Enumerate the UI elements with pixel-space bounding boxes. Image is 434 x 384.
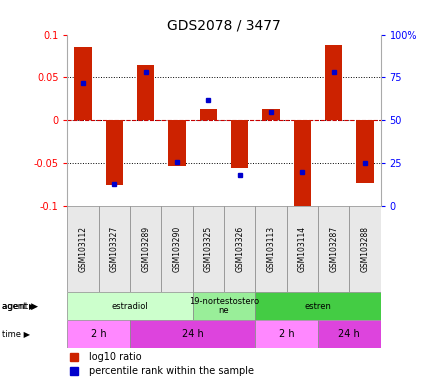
Bar [192,292,255,320]
Text: GSM103326: GSM103326 [235,226,243,272]
Bar [286,206,317,292]
Text: estren: estren [304,301,331,311]
Bar [224,206,255,292]
Text: agent ▶: agent ▶ [2,301,38,311]
Bar [137,65,154,121]
Text: GSM103287: GSM103287 [329,226,337,272]
Text: 24 h: 24 h [338,329,359,339]
Bar [255,292,380,320]
Text: percentile rank within the sample: percentile rank within the sample [89,366,254,376]
Text: GSM103325: GSM103325 [204,226,212,272]
Bar [355,121,373,183]
Bar [262,109,279,121]
Bar [67,292,192,320]
Bar [317,206,349,292]
Bar [192,206,224,292]
Bar [293,121,310,210]
Bar [130,320,255,348]
Bar [74,48,92,121]
Bar [130,206,161,292]
Text: 24 h: 24 h [181,329,203,339]
Bar [230,121,248,168]
Bar [105,121,123,185]
Bar [161,206,192,292]
Text: 2 h: 2 h [91,329,106,339]
Text: GSM103290: GSM103290 [172,226,181,272]
Title: GDS2078 / 3477: GDS2078 / 3477 [167,18,280,32]
Bar [168,121,185,166]
Bar [255,320,317,348]
Text: GSM103114: GSM103114 [297,226,306,272]
Bar [349,206,380,292]
Text: GSM103112: GSM103112 [79,226,87,272]
Text: time ▶: time ▶ [2,329,30,339]
Bar [255,206,286,292]
Text: log10 ratio: log10 ratio [89,352,141,362]
Text: 19-nortestostero
ne: 19-nortestostero ne [188,297,259,315]
Text: GSM103289: GSM103289 [141,226,150,272]
Bar [99,206,130,292]
Text: GSM103327: GSM103327 [110,226,118,272]
Bar [317,320,380,348]
Bar [324,45,342,121]
Text: agent ▶: agent ▶ [2,301,36,311]
Bar [67,206,99,292]
Text: GSM103288: GSM103288 [360,226,368,272]
Text: 2 h: 2 h [278,329,294,339]
Bar [67,320,130,348]
Text: GSM103113: GSM103113 [266,226,275,272]
Text: estradiol: estradiol [112,301,148,311]
Bar [199,109,217,121]
